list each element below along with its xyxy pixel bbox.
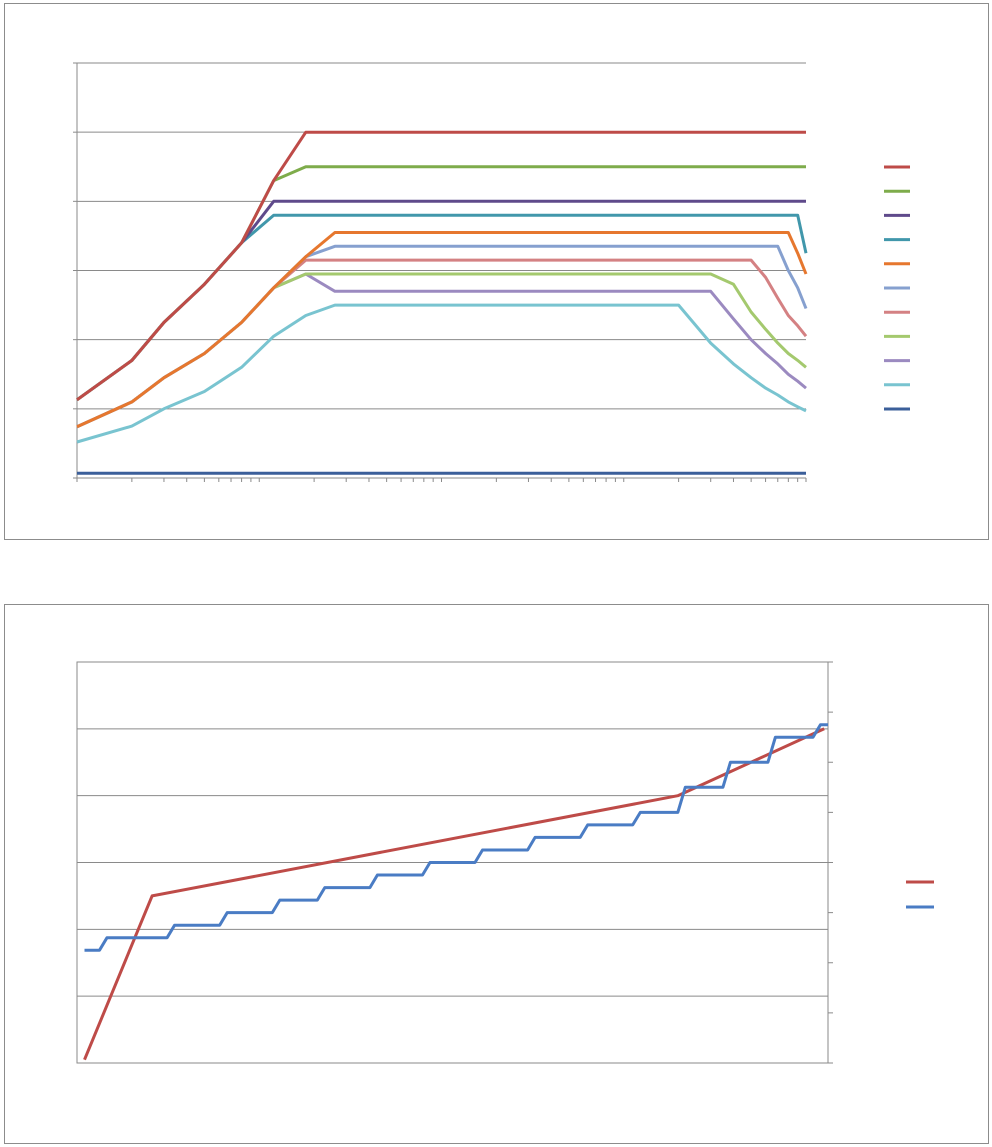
series-line bbox=[76, 258, 808, 429]
series-line bbox=[76, 213, 808, 402]
series-line bbox=[76, 231, 808, 429]
series-line bbox=[76, 272, 807, 429]
series-line bbox=[83, 727, 825, 1061]
series-line bbox=[84, 723, 828, 952]
series-line bbox=[76, 272, 807, 429]
series-line bbox=[76, 130, 806, 402]
chart-panel-top bbox=[4, 3, 989, 540]
series-line bbox=[76, 199, 806, 402]
chart-panel-bottom bbox=[4, 604, 989, 1144]
series-line bbox=[76, 303, 807, 444]
